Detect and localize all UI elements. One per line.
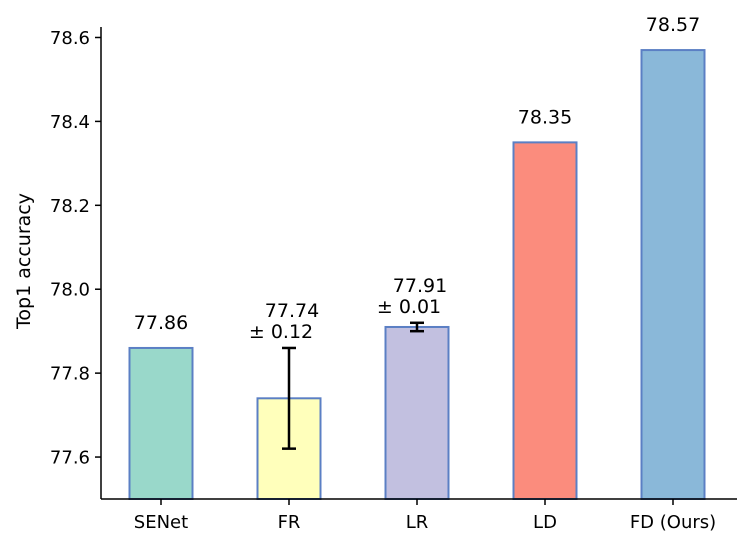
x-tick-label: FR <box>278 512 301 533</box>
axes: 77.6 77.8 78.0 78.2 78.4 78.6 SENet FR LR LD FD (… <box>13 27 737 533</box>
x-tick-label: SENet <box>134 512 188 533</box>
data-label-value: 77.91 <box>393 275 447 297</box>
bar <box>128 346 194 500</box>
y-tick-label: 77.6 <box>50 448 90 469</box>
x-tick-label: FD (Ours) <box>630 512 716 533</box>
y-ticks: 77.6 77.8 78.0 78.2 78.4 78.6 <box>50 28 101 469</box>
data-label-value: 78.35 <box>518 106 572 128</box>
data-label-error: ± 0.12 <box>249 321 313 343</box>
error-bars <box>282 321 424 450</box>
y-axis-title: Top1 accuracy <box>13 193 35 330</box>
y-tick-label: 78.2 <box>50 196 90 217</box>
data-label-error: ± 0.01 <box>377 296 441 318</box>
bar <box>384 325 450 500</box>
data-label-value: 78.57 <box>646 14 700 36</box>
y-tick-label: 77.8 <box>50 364 90 385</box>
y-tick-label: 78.4 <box>50 112 90 133</box>
data-label-value: 77.74 <box>265 300 319 322</box>
y-tick-label: 78.0 <box>50 280 90 301</box>
data-label-value: 77.86 <box>134 312 188 334</box>
x-tick-label: LR <box>406 512 429 533</box>
x-tick-label: LD <box>533 512 557 533</box>
x-ticks: SENet FR LR LD FD (Ours) <box>134 499 716 533</box>
bar <box>640 49 706 500</box>
bar <box>512 141 578 500</box>
y-tick-label: 78.6 <box>50 28 90 49</box>
